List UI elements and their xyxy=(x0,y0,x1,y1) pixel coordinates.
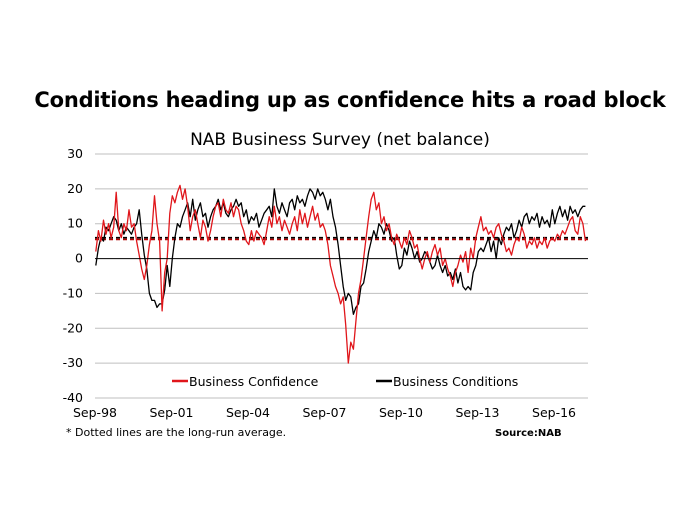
x-tick-label: Sep-07 xyxy=(303,405,347,420)
legend-label-confidence: Business Confidence xyxy=(189,374,319,389)
chart-title: NAB Business Survey (net balance) xyxy=(190,130,490,150)
source-label: Source:NAB xyxy=(495,428,562,439)
average-lines xyxy=(95,236,588,241)
y-tick-label: 30 xyxy=(67,146,83,161)
y-tick-label: -30 xyxy=(63,355,83,370)
series-lines xyxy=(95,184,587,364)
x-tick-label: Sep-13 xyxy=(456,405,500,420)
x-tick-label: Sep-01 xyxy=(150,405,194,420)
y-tick-label: 20 xyxy=(67,181,83,196)
legend: Business Confidence Business Conditions xyxy=(172,374,518,389)
x-tick-label: Sep-04 xyxy=(226,405,270,420)
footnote: * Dotted lines are the long-run average. xyxy=(66,426,287,439)
x-tick-label: Sep-98 xyxy=(73,405,117,420)
series-line-confidence xyxy=(95,184,587,364)
y-tick-label: 10 xyxy=(67,216,83,231)
headline: Conditions heading up as confidence hits… xyxy=(34,88,666,112)
x-tick-label: Sep-16 xyxy=(532,405,576,420)
x-tick-label: Sep-10 xyxy=(379,405,423,420)
y-tick-label: -10 xyxy=(63,285,83,300)
y-tick-label: -20 xyxy=(63,320,83,335)
x-tick-labels: Sep-98 Sep-01 Sep-04 Sep-07 Sep-10 Sep-13 Sep-… xyxy=(73,405,576,420)
legend-label-conditions: Business Conditions xyxy=(393,374,518,389)
y-tick-labels: -40 -30 -20 -10 0 10 20 30 xyxy=(63,146,83,405)
y-tick-label: 0 xyxy=(75,251,83,266)
series-line-conditions xyxy=(95,188,586,315)
y-tick-label: -40 xyxy=(63,390,83,405)
